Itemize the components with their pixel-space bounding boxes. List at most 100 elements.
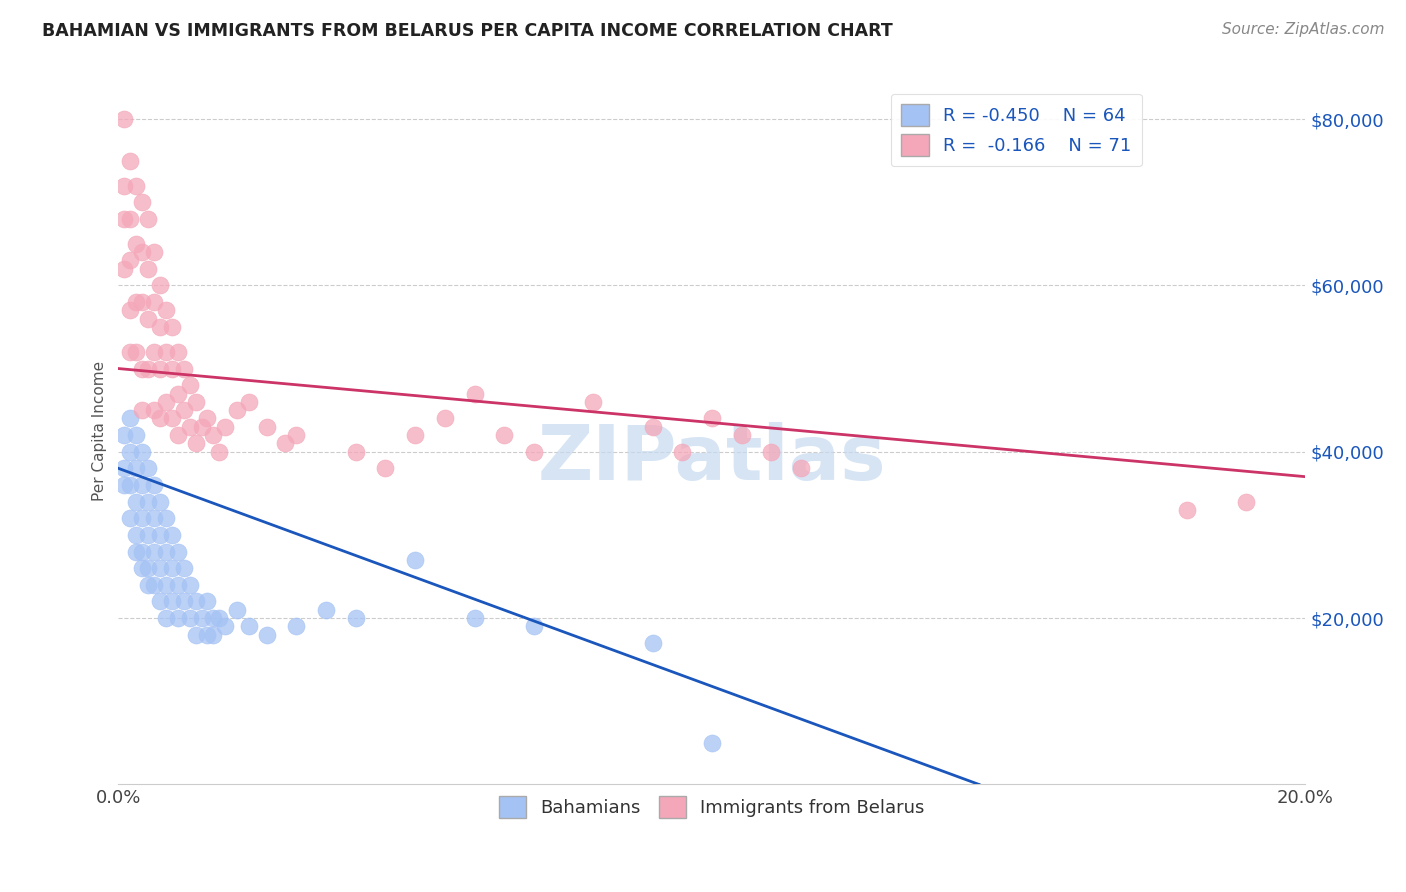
Point (184, 436, 207, 450)
Y-axis label: Per Capita Income: Per Capita Income (93, 361, 107, 501)
Text: Source: ZipAtlas.com: Source: ZipAtlas.com (1222, 22, 1385, 37)
Point (131, 245, 153, 260)
Point (131, 295, 153, 310)
Point (143, 295, 166, 310)
Point (155, 511, 177, 525)
Point (136, 261, 159, 276)
Point (285, 619, 308, 633)
Point (125, 295, 148, 310)
Point (404, 428, 426, 442)
Point (155, 345, 177, 359)
Point (197, 411, 219, 425)
Point (112, 211, 135, 226)
Point (149, 594, 172, 608)
Point (143, 345, 166, 359)
Point (155, 611, 177, 625)
Point (730, 428, 752, 442)
Point (136, 211, 159, 226)
Point (149, 561, 172, 575)
Point (125, 178, 148, 193)
Point (136, 361, 159, 376)
Point (1175, 503, 1198, 517)
Point (149, 361, 172, 376)
Point (149, 528, 172, 542)
Point (226, 403, 249, 417)
Point (160, 320, 183, 334)
Point (125, 544, 148, 558)
Point (131, 444, 153, 458)
Point (125, 461, 148, 475)
Point (523, 444, 546, 458)
Legend: Bahamians, Immigrants from Belarus: Bahamians, Immigrants from Belarus (492, 789, 932, 825)
Point (120, 511, 142, 525)
Point (149, 320, 172, 334)
Point (700, 411, 723, 425)
Point (160, 561, 183, 575)
Point (112, 112, 135, 126)
Point (143, 245, 166, 260)
Point (131, 195, 153, 210)
Point (112, 261, 135, 276)
Point (582, 394, 605, 409)
Point (404, 553, 426, 567)
Point (173, 594, 195, 608)
Point (160, 411, 183, 425)
Point (214, 419, 236, 434)
Point (179, 378, 201, 392)
Point (149, 278, 172, 293)
Point (155, 544, 177, 558)
Point (125, 345, 148, 359)
Point (120, 303, 142, 318)
Point (494, 428, 516, 442)
Point (131, 511, 153, 525)
Point (179, 578, 201, 592)
Point (285, 428, 308, 442)
Point (112, 428, 135, 442)
Point (136, 528, 159, 542)
Point (179, 419, 201, 434)
Point (120, 253, 142, 268)
Point (155, 578, 177, 592)
Point (120, 345, 142, 359)
Point (374, 461, 396, 475)
Point (120, 211, 142, 226)
Point (184, 594, 207, 608)
Point (149, 411, 172, 425)
Point (197, 628, 219, 642)
Point (344, 444, 367, 458)
Point (125, 494, 148, 508)
Point (112, 478, 135, 492)
Point (184, 628, 207, 642)
Point (136, 494, 159, 508)
Point (166, 578, 188, 592)
Text: BAHAMIAN VS IMMIGRANTS FROM BELARUS PER CAPITA INCOME CORRELATION CHART: BAHAMIAN VS IMMIGRANTS FROM BELARUS PER … (42, 22, 893, 40)
Point (641, 636, 664, 650)
Point (190, 419, 212, 434)
Point (463, 611, 485, 625)
Point (143, 403, 166, 417)
Point (120, 153, 142, 168)
Point (120, 444, 142, 458)
Point (173, 361, 195, 376)
Point (131, 361, 153, 376)
Point (202, 611, 225, 625)
Point (155, 303, 177, 318)
Point (700, 736, 723, 750)
Point (131, 561, 153, 575)
Point (238, 394, 260, 409)
Point (112, 178, 135, 193)
Point (641, 419, 664, 434)
Point (166, 611, 188, 625)
Point (226, 603, 249, 617)
Point (131, 544, 153, 558)
Point (523, 619, 546, 633)
Point (433, 411, 456, 425)
Point (166, 345, 188, 359)
Point (160, 361, 183, 376)
Point (120, 478, 142, 492)
Point (790, 461, 813, 475)
Point (256, 419, 278, 434)
Point (173, 403, 195, 417)
Point (125, 428, 148, 442)
Point (131, 478, 153, 492)
